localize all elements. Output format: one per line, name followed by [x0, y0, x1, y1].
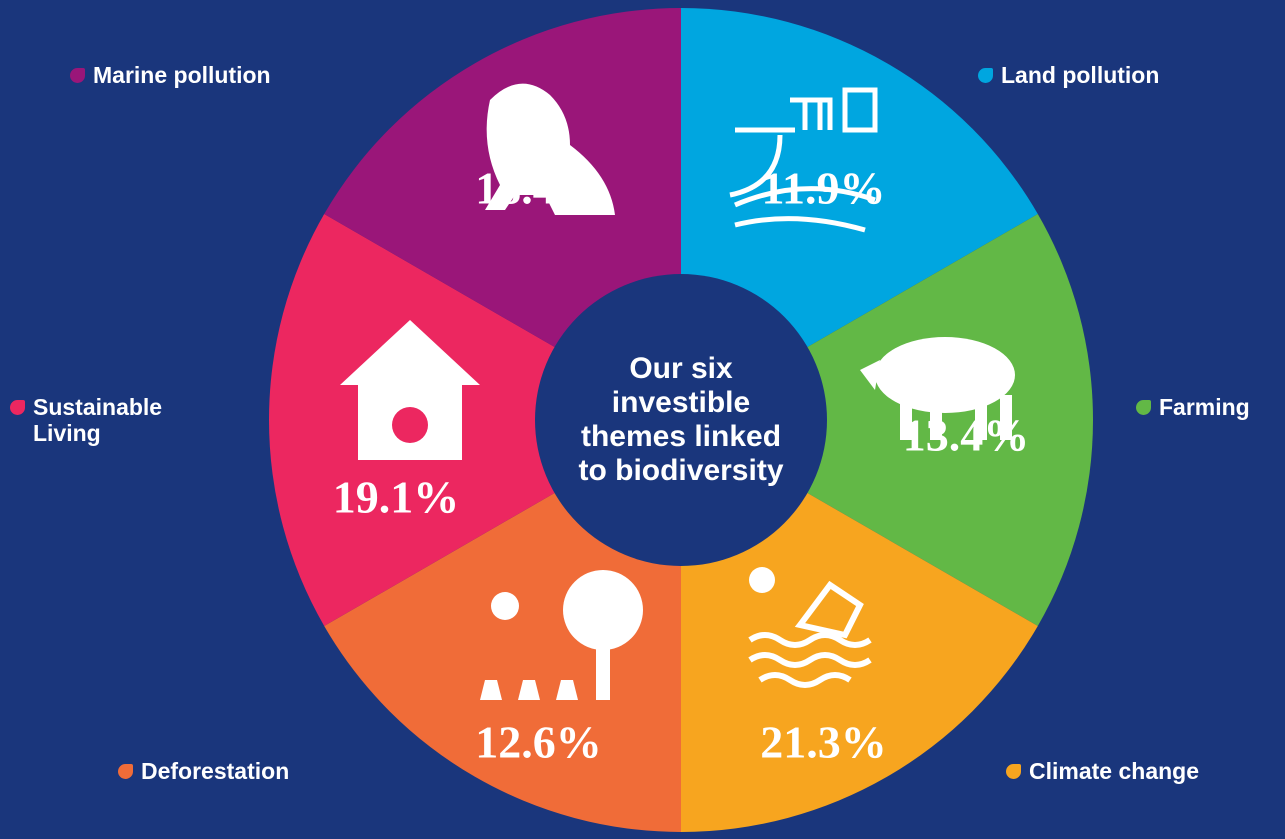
legend-label: Marine pollution — [93, 62, 271, 88]
segment-value: 21.3% — [760, 715, 887, 768]
legend-marker — [70, 68, 85, 83]
center-title: Our six investible themes linked to biod… — [536, 275, 826, 565]
legend-label: Land pollution — [1001, 62, 1159, 88]
legend-marker — [1136, 400, 1151, 415]
segment-value: 19.1% — [333, 471, 460, 524]
icon-recycle — [392, 407, 428, 443]
legend-marker — [1006, 764, 1021, 779]
legend-item: Climate change — [1006, 758, 1199, 784]
legend-marker — [978, 68, 993, 83]
legend-label: Deforestation — [141, 758, 289, 784]
legend-item: Farming — [1136, 394, 1250, 420]
legend-label: Sustainable Living — [33, 394, 210, 446]
infographic: Our six investible themes linked to biod… — [0, 0, 1285, 839]
legend-item: Marine pollution — [70, 62, 271, 88]
icon-tree — [563, 570, 643, 650]
legend-item: Sustainable Living — [10, 394, 210, 446]
icon-pig — [875, 337, 1015, 413]
icon-sun2 — [491, 592, 519, 620]
legend-item: Land pollution — [978, 62, 1159, 88]
legend-label: Farming — [1159, 394, 1250, 420]
legend-item: Deforestation — [118, 758, 289, 784]
segment-value: 18.4% — [475, 162, 602, 215]
segment-value: 13.4% — [903, 409, 1030, 462]
legend-marker — [118, 764, 133, 779]
legend-label: Climate change — [1029, 758, 1199, 784]
legend-marker — [10, 400, 25, 415]
segment-value: 11.9% — [762, 162, 886, 215]
segment-value: 12.6% — [475, 715, 602, 768]
icon-sun — [749, 567, 775, 593]
